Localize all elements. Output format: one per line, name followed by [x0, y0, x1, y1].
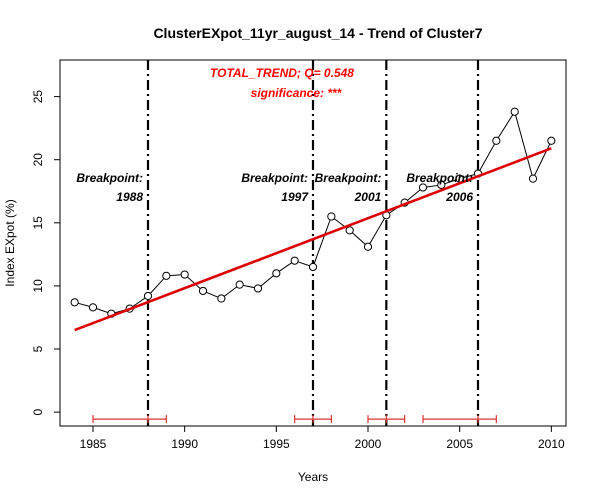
data-point: [492, 136, 501, 145]
breakpoint-year-label: 1988: [116, 190, 143, 204]
trend-line-group: [74, 147, 552, 332]
data-point: [272, 269, 281, 278]
trend-line: [74, 147, 552, 332]
breakpoint-year-label: 2006: [445, 190, 473, 204]
total-trend-annotation: TOTAL_TREND; Q= 0.548: [210, 66, 354, 80]
x-tick-label: 2005: [446, 437, 473, 451]
data-point: [235, 280, 244, 289]
data-point: [88, 303, 98, 312]
breakpoint-label: Breakpoint:: [315, 171, 382, 185]
breakpoint-lines: [146, 60, 480, 426]
data-point: [180, 270, 189, 279]
data-point: [547, 136, 556, 145]
breakpoint-year-label: 2001: [354, 190, 382, 204]
x-axis-label: Years: [298, 470, 328, 484]
breakpoint-year-label: 1997: [281, 190, 309, 204]
data-point: [70, 298, 79, 307]
chart-title: ClusterEXpot_11yr_august_14 - Trend of C…: [153, 25, 482, 41]
breakpoint-label: Breakpoint:: [76, 171, 143, 185]
significance-annotation: significance: ***: [251, 86, 343, 100]
data-point: [217, 294, 226, 303]
y-tick-label: 25: [31, 90, 45, 104]
y-tick-label: 0: [31, 408, 45, 415]
data-point: [510, 107, 519, 116]
data-point: [198, 286, 208, 296]
data-point: [253, 284, 263, 293]
data-point: [327, 212, 336, 221]
x-tick-label: 1985: [80, 437, 107, 451]
data-point: [437, 180, 446, 190]
y-tick-label: 15: [31, 216, 45, 230]
x-tick-label: 2000: [355, 437, 382, 451]
y-tick-label: 10: [31, 279, 45, 293]
y-tick-label: 20: [31, 153, 45, 167]
breakpoint-confidence-intervals: [92, 415, 497, 424]
y-axis: 0 5 10 15 20 25: [31, 90, 61, 415]
data-point: [345, 226, 354, 235]
data-series: [70, 107, 556, 318]
breakpoint-label: Breakpoint:: [406, 171, 473, 185]
data-point: [418, 183, 428, 192]
data-point: [308, 262, 318, 272]
x-tick-label: 2010: [538, 437, 565, 451]
data-point: [162, 271, 171, 280]
data-point: [528, 174, 538, 183]
data-point: [363, 242, 373, 251]
data-point: [143, 291, 153, 301]
y-tick-label: 5: [31, 345, 45, 352]
breakpoint-labels: Breakpoint: 1988 Breakpoint: 1997 Breakpoint…: [76, 171, 473, 204]
x-tick-label: 1990: [171, 437, 198, 451]
x-axis: 1985 1990 1995 2000 2005 2010: [80, 425, 565, 451]
data-point: [290, 256, 299, 265]
y-axis-label: Index EXpot (%): [3, 199, 17, 286]
x-tick-label: 1995: [263, 437, 290, 451]
breakpoint-label: Breakpoint:: [241, 171, 308, 185]
